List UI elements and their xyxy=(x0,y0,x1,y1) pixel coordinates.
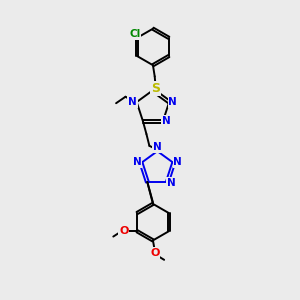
Text: Cl: Cl xyxy=(129,29,140,39)
Text: N: N xyxy=(128,97,137,107)
Text: N: N xyxy=(167,178,176,188)
Text: S: S xyxy=(152,82,160,95)
Text: O: O xyxy=(150,248,159,258)
Text: O: O xyxy=(119,226,129,236)
Text: N: N xyxy=(153,142,162,152)
Text: N: N xyxy=(173,157,182,167)
Text: N: N xyxy=(168,97,177,107)
Text: N: N xyxy=(162,116,171,126)
Text: N: N xyxy=(133,157,141,167)
